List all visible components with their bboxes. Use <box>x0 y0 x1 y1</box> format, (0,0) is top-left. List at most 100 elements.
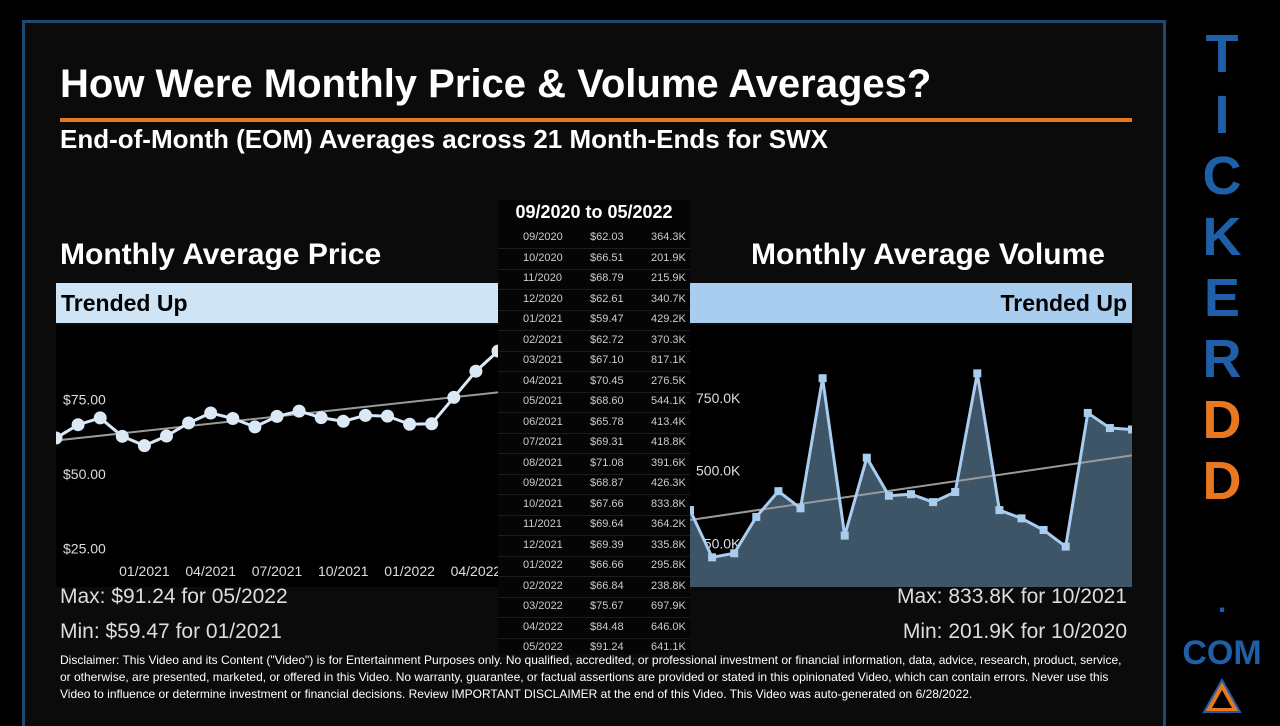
volume-data-point <box>995 506 1004 515</box>
price-data-point <box>160 429 173 443</box>
volume-data-point <box>752 512 761 521</box>
page-title: How Were Monthly Price & Volume Averages… <box>60 62 932 106</box>
price-xtick-label: 10/2021 <box>318 563 369 579</box>
brand-letter: D <box>1202 390 1242 450</box>
volume-data-point <box>1061 542 1070 551</box>
table-cell-volume: 646.0K <box>651 620 686 633</box>
table-cell-date: 05/2022 <box>523 641 563 653</box>
table-cell-price: $68.79 <box>590 272 624 284</box>
price-data-point <box>226 411 240 425</box>
table-cell-price: $75.67 <box>590 600 624 612</box>
volume-data-point <box>708 553 717 562</box>
table-cell-date: 10/2021 <box>523 497 563 510</box>
price-data-point <box>115 429 129 443</box>
brand-dot: . <box>1217 586 1227 619</box>
price-data-point <box>292 404 306 418</box>
price-ytick-label: $75.00 <box>63 391 106 407</box>
table-cell-date: 01/2022 <box>523 559 563 571</box>
table-cell-price: $69.31 <box>590 436 624 448</box>
price-min-stat: Min: $59.47 for 01/2021 <box>60 620 282 643</box>
table-cell-date: 02/2022 <box>523 579 563 592</box>
price-data-point <box>425 417 439 431</box>
volume-data-point <box>1039 526 1048 535</box>
price-chart-svg: $25.00 $50.00 $75.00 01/2021 04/2021 07/2021 1… <box>49 344 505 579</box>
brand-letter: C <box>1202 146 1242 206</box>
price-data-point <box>137 439 151 453</box>
page-subtitle: End-of-Month (EOM) Averages across 21 Mo… <box>60 124 829 154</box>
volume-min-stat: Min: 201.9K for 10/2020 <box>902 620 1127 643</box>
data-table: 09/2020 to 05/2022 09/2020 $62.03 364.3K 10… <box>498 200 690 659</box>
table-row: 11/2021 $69.64 364.2K <box>498 513 690 536</box>
volume-data-point <box>686 506 694 515</box>
table-cell-volume: 215.9K <box>651 272 686 284</box>
volume-data-point <box>884 491 893 500</box>
table-cell-volume: 429.2K <box>651 313 686 325</box>
table-row: 02/2021 $62.72 370.3K <box>498 329 690 352</box>
table-row: 01/2021 $59.47 429.2K <box>498 308 690 331</box>
disclaimer-text: Disclaimer: This Video and its Content (… <box>60 653 1122 701</box>
table-cell-price: $66.51 <box>590 251 624 264</box>
volume-panel-heading: Monthly Average Volume <box>751 238 1105 271</box>
table-row: 04/2022 $84.48 646.0K <box>498 616 690 639</box>
table-row: 12/2021 $69.39 335.8K <box>498 534 690 557</box>
price-data-point <box>469 364 483 378</box>
table-row: 05/2021 $68.60 544.1K <box>498 390 690 413</box>
volume-chart-svg: 250.0K500.0K750.0K01/202104/202107/20211… <box>686 369 1136 587</box>
table-cell-volume: 370.3K <box>651 333 686 346</box>
volume-data-point <box>907 490 915 499</box>
volume-data-point <box>929 498 938 507</box>
table-cell-price: $62.72 <box>590 333 624 346</box>
brand-letter: E <box>1203 268 1241 328</box>
table-cell-date: 08/2021 <box>523 456 563 469</box>
table-cell-volume: 817.1K <box>651 354 686 366</box>
volume-chart: 250.0K500.0K750.0K01/202104/202107/20211… <box>686 325 1136 587</box>
table-cell-price: $68.87 <box>590 477 624 489</box>
price-data-point <box>447 390 461 404</box>
price-data-point <box>314 411 328 425</box>
price-xtick-label: 01/2021 <box>119 563 170 579</box>
volume-area-fill <box>690 373 1132 587</box>
table-cell-date: 12/2020 <box>523 292 563 305</box>
price-xtick-label: 01/2022 <box>384 563 435 579</box>
table-cell-price: $84.48 <box>590 620 624 633</box>
table-cell-date: 04/2021 <box>523 374 563 387</box>
table-title: 09/2020 to 05/2022 <box>515 202 673 222</box>
volume-data-point <box>951 488 960 497</box>
brand-letter: I <box>1214 85 1230 145</box>
volume-data-point <box>862 453 871 462</box>
price-data-point <box>71 418 85 432</box>
volume-data-point <box>730 549 739 558</box>
table-cell-volume: 364.2K <box>651 518 686 530</box>
warning-triangle-icon <box>1202 678 1242 713</box>
brand-letter: D <box>1202 451 1242 511</box>
table-cell-date: 06/2021 <box>523 415 563 428</box>
price-max-stat: Max: $91.24 for 05/2022 <box>60 585 288 608</box>
table-row: 03/2021 $67.10 817.1K <box>498 349 690 372</box>
price-ytick-label: $25.00 <box>63 540 106 556</box>
table-cell-price: $66.84 <box>590 579 624 592</box>
volume-max-stat: Max: 833.8K for 10/2021 <box>897 585 1127 608</box>
volume-data-point <box>840 531 849 540</box>
volume-trend-badge: Trended Up <box>690 283 1132 323</box>
price-data-point <box>93 411 107 425</box>
table-row: 11/2020 $68.79 215.9K <box>498 267 690 290</box>
volume-data-point <box>1017 514 1026 523</box>
table-row: 02/2022 $66.84 238.8K <box>498 575 690 598</box>
price-xtick-label: 04/2022 <box>451 563 498 579</box>
table-row: 05/2022 $91.24 641.1K <box>498 636 690 659</box>
table-cell-date: 01/2021 <box>523 313 563 325</box>
title-divider <box>60 118 1132 122</box>
price-data-point <box>270 409 284 423</box>
table-row: 10/2021 $67.66 833.8K <box>498 493 690 516</box>
price-data-point <box>182 416 196 430</box>
volume-data-point <box>1083 408 1092 417</box>
table-row: 07/2021 $69.31 418.8K <box>498 431 690 454</box>
table-cell-price: $65.78 <box>590 415 624 428</box>
price-data-point <box>403 417 417 431</box>
table-cell-price: $67.10 <box>590 354 624 366</box>
table-row: 08/2021 $71.08 391.6K <box>498 452 690 475</box>
table-cell-volume: 238.8K <box>651 579 686 592</box>
table-cell-date: 09/2021 <box>523 477 563 489</box>
price-data-point <box>204 406 218 420</box>
table-cell-volume: 544.1K <box>651 395 686 407</box>
